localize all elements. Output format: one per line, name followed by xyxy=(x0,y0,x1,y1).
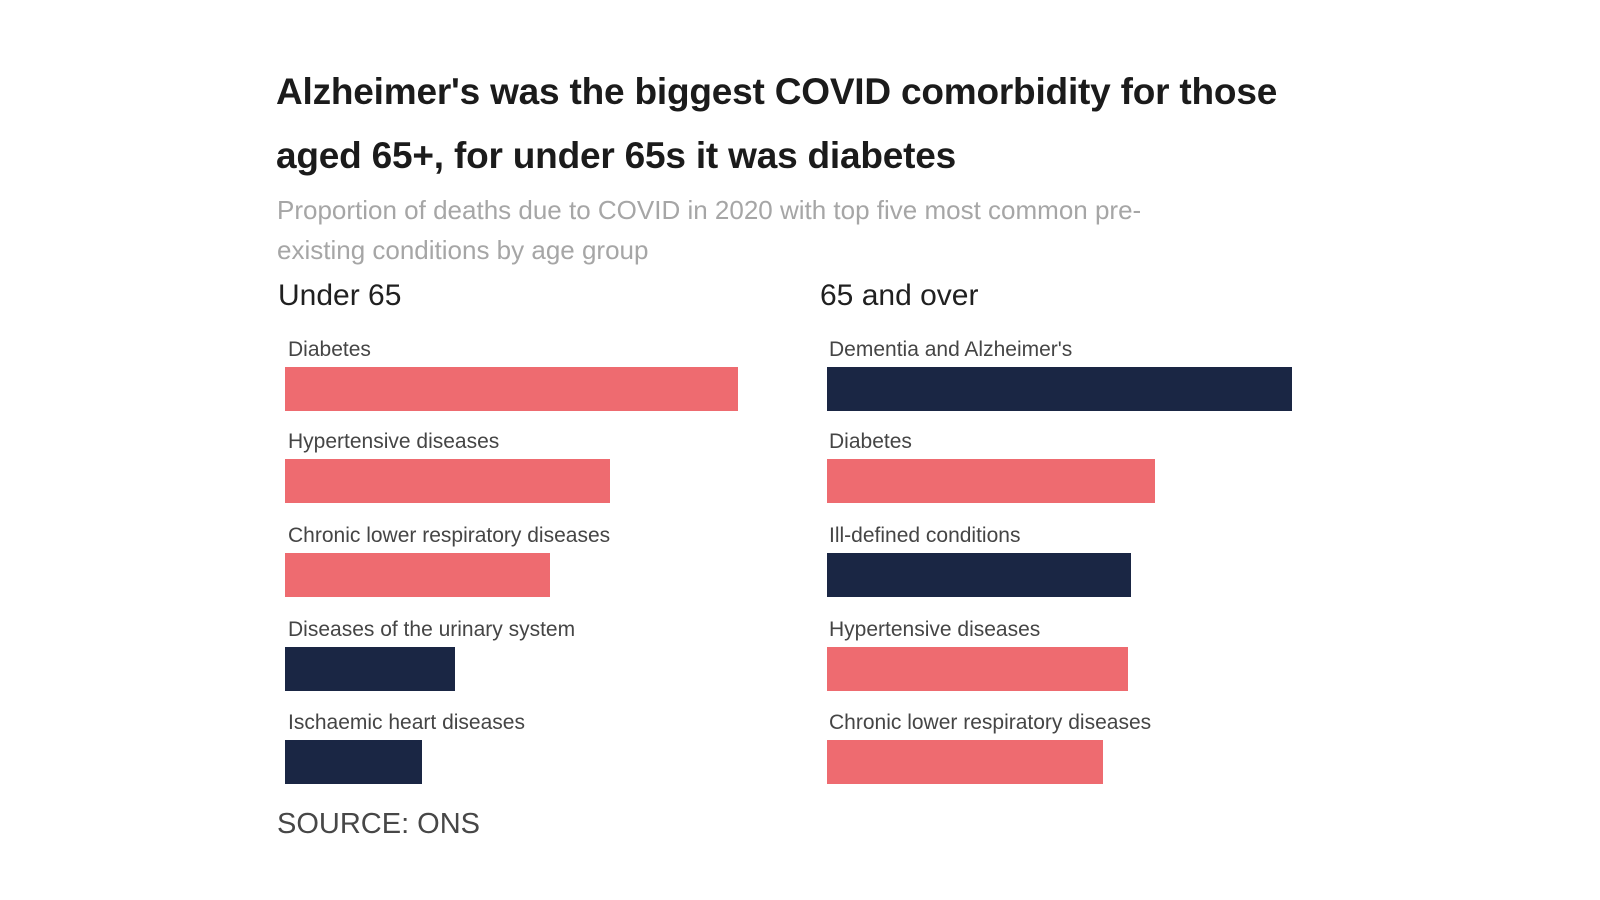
bar-label: Diabetes xyxy=(829,430,912,453)
bar-label: Chronic lower respiratory diseases xyxy=(288,524,611,547)
bar xyxy=(285,459,610,503)
bar xyxy=(827,553,1131,597)
chart-title-line1: Alzheimer's was the biggest COVID comorb… xyxy=(276,71,1278,112)
chart-subtitle-line1: Proportion of deaths due to COVID in 202… xyxy=(277,195,1142,225)
chart-subtitle-line2: existing conditions by age group xyxy=(277,235,649,265)
bar-label: Ischaemic heart diseases xyxy=(288,711,525,734)
bar xyxy=(285,740,422,784)
bar xyxy=(827,367,1292,411)
chart-subtitle: Proportion of deaths due to COVID in 202… xyxy=(277,190,1141,270)
source-note: SOURCE: ONS xyxy=(277,808,481,840)
chart-title: Alzheimer's was the biggest COVID comorb… xyxy=(276,60,1277,188)
bar-label: Diabetes xyxy=(288,338,371,361)
bar-label: Hypertensive diseases xyxy=(288,430,500,453)
panel-under-65-heading: Under 65 xyxy=(278,279,402,312)
bar-label: Chronic lower respiratory diseases xyxy=(829,711,1152,734)
bar xyxy=(285,553,550,597)
bar-label: Ill-defined conditions xyxy=(829,524,1021,547)
bar xyxy=(827,647,1128,691)
panel-65-and-over-heading: 65 and over xyxy=(820,279,979,312)
bar-label: Dementia and Alzheimer's xyxy=(829,338,1073,361)
bar xyxy=(285,647,455,691)
bar xyxy=(285,367,738,411)
bar-label: Diseases of the urinary system xyxy=(288,618,576,641)
bar xyxy=(827,740,1103,784)
bar xyxy=(827,459,1155,503)
chart-title-line2: aged 65+, for under 65s it was diabetes xyxy=(276,135,957,176)
bar-label: Hypertensive diseases xyxy=(829,618,1041,641)
